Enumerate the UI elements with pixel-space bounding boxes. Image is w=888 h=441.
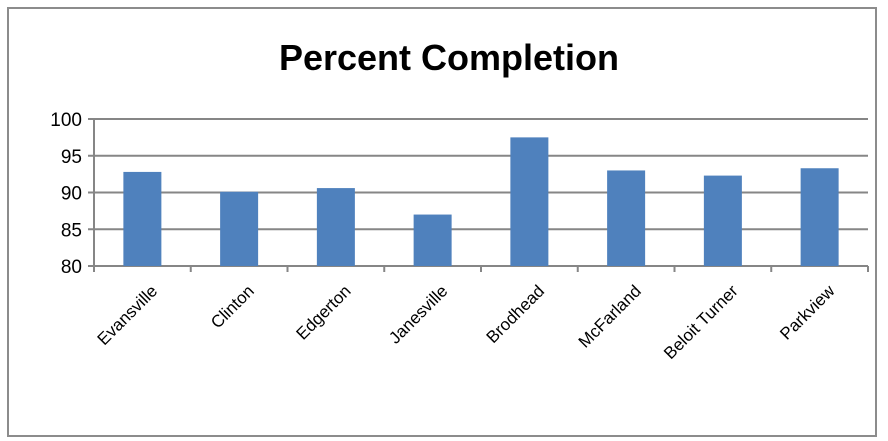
y-tick-label: 80 xyxy=(61,257,82,278)
x-category-label: Beloit Turner xyxy=(660,281,742,363)
chart-title: Percent Completion xyxy=(279,37,619,78)
x-category-label: Brodhead xyxy=(483,281,549,347)
x-category-label: Edgerton xyxy=(292,281,354,343)
x-category-label: Evansville xyxy=(94,281,162,349)
bar-clinton xyxy=(220,191,259,266)
y-tick-label: 100 xyxy=(50,110,82,131)
bar-brodhead xyxy=(510,137,549,266)
bar-mcfarland xyxy=(607,170,646,266)
bars xyxy=(123,137,839,266)
bar-janesville xyxy=(413,214,452,266)
x-category-label: McFarland xyxy=(575,281,645,351)
bar-edgerton xyxy=(316,188,355,266)
y-tick-label: 95 xyxy=(61,147,82,168)
y-tick-label: 90 xyxy=(61,184,82,205)
y-axis-tick-labels: 80 85 90 95 100 xyxy=(50,110,82,278)
bar-beloit-turner xyxy=(703,175,742,266)
y-tick-label: 85 xyxy=(61,220,82,241)
gridlines xyxy=(88,118,869,272)
x-category-label: Parkview xyxy=(776,281,839,344)
x-category-label: Clinton xyxy=(207,281,258,332)
bar-evansville xyxy=(123,171,162,266)
bar-parkview xyxy=(800,168,839,266)
x-axis-category-labels: Evansville Clinton Edgerton Janesville Brodh… xyxy=(94,281,839,363)
x-category-label: Janesville xyxy=(385,281,451,347)
